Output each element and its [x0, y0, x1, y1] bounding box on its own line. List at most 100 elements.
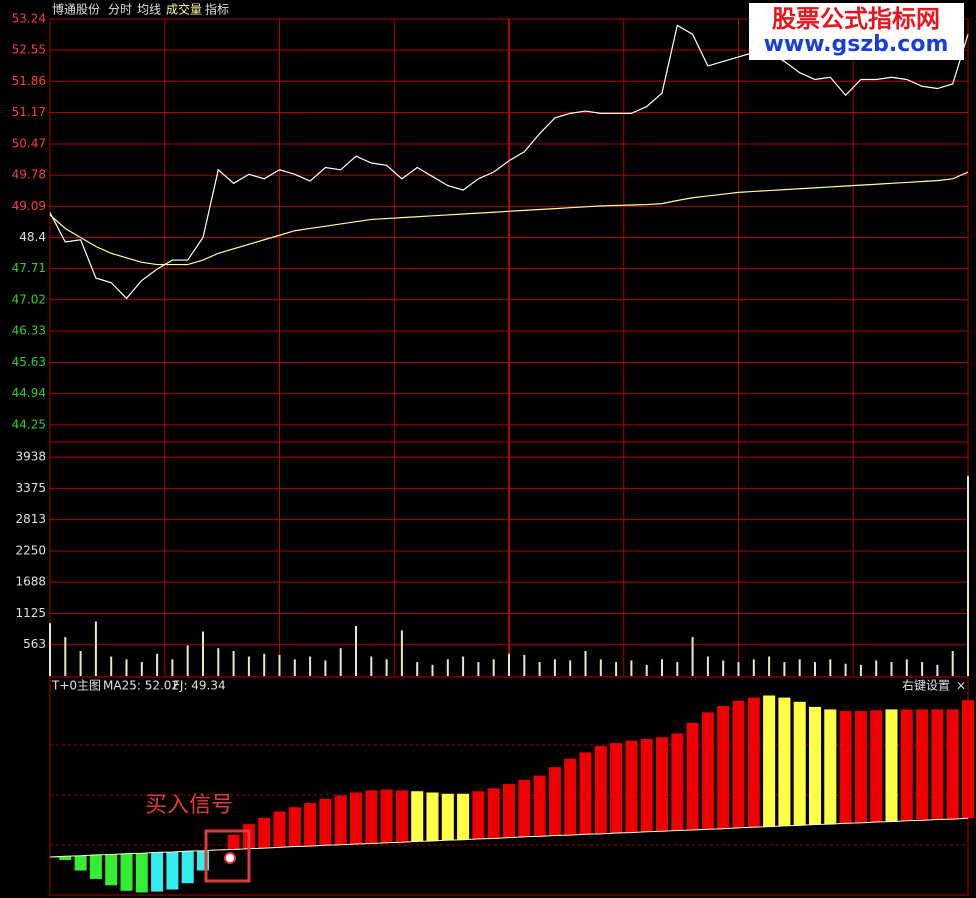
volume-bar — [79, 650, 82, 676]
indicator-bar — [304, 803, 317, 847]
volume-bar — [446, 659, 449, 676]
volume-bar — [569, 660, 572, 676]
volume-bar — [217, 648, 220, 676]
volume-bar — [737, 662, 740, 676]
indicator-bar — [426, 792, 439, 842]
indicator-bar — [808, 706, 822, 825]
volume-bar — [814, 662, 816, 676]
y-tick-label: 53.24 — [12, 12, 46, 26]
indicator-bar — [227, 834, 240, 850]
indicator-bar — [594, 746, 607, 834]
volume-bar — [293, 659, 296, 676]
volume-bar — [125, 659, 128, 676]
legend-item[interactable]: 成交量 — [166, 2, 202, 17]
y-tick-label: 52.55 — [12, 43, 46, 57]
volume-bar — [645, 664, 648, 676]
watermark-box — [749, 3, 964, 60]
y-tick-label: 1688 — [15, 575, 46, 589]
y-tick-label: 50.47 — [12, 137, 46, 151]
volume-bar — [94, 621, 97, 676]
volume-bar — [768, 656, 771, 676]
indicator-bar — [961, 700, 975, 819]
indicator-bar — [579, 752, 592, 835]
y-tick-label: 51.86 — [12, 74, 46, 88]
volume-bar — [416, 662, 419, 676]
indicator-bar — [349, 792, 363, 844]
indicator-bar — [288, 807, 301, 847]
legend-item[interactable]: 分时 — [108, 3, 132, 17]
settings-button[interactable]: 右键设置 — [902, 678, 950, 693]
indicator-bar — [319, 798, 332, 846]
volume-bar — [951, 650, 954, 676]
volume-bar — [171, 659, 174, 676]
watermark-name: 股票公式指标网 — [772, 5, 940, 33]
indicator-bar — [931, 709, 944, 820]
volume-bar — [355, 625, 357, 676]
volume-bar — [370, 656, 373, 676]
menu-item[interactable]: 指标 — [205, 2, 229, 17]
volume-bar — [186, 645, 189, 676]
volume-bar — [630, 660, 633, 676]
y-tick-label: 51.17 — [12, 105, 46, 119]
indicator-bar — [885, 709, 898, 822]
indicator-bar — [74, 855, 87, 871]
volume-bar — [936, 664, 939, 676]
indicator-bar — [946, 709, 959, 820]
indicator-bar — [870, 710, 883, 823]
signal-dot — [224, 852, 236, 864]
annotation-box — [204, 829, 251, 883]
indicator-bar — [533, 775, 546, 837]
volume-bar — [798, 659, 801, 676]
volume-bar — [232, 650, 235, 676]
indicator-bar — [135, 853, 148, 893]
volume-bar — [752, 659, 755, 676]
volume-bar — [706, 656, 709, 676]
indicator-bar — [59, 856, 72, 860]
y-tick-label: 48.4 — [19, 230, 46, 244]
indicator-bar — [487, 788, 500, 839]
fj-line — [49, 817, 969, 858]
indicator-title: T+0主图 — [51, 679, 101, 693]
volume-bar — [492, 659, 495, 676]
volume-bar — [110, 656, 113, 676]
volume-bar — [400, 630, 403, 676]
indicator-bar — [518, 779, 531, 837]
indicator-bar — [793, 701, 806, 826]
indicator-bar — [457, 793, 470, 840]
indicator-bar — [89, 854, 102, 879]
volume-bar — [477, 662, 480, 676]
volume-bar — [64, 637, 67, 676]
volume-bar — [324, 660, 327, 676]
indicator-bar — [686, 722, 699, 831]
volume-bar — [676, 662, 679, 676]
volume-bar — [309, 656, 312, 676]
annotation: 买入信号 — [145, 793, 233, 818]
indicator-bar — [655, 737, 669, 832]
y-tick-label: 46.33 — [12, 323, 46, 337]
indicator-bar — [854, 711, 867, 823]
volume-bar — [523, 654, 526, 676]
volume-bar — [278, 654, 281, 676]
close-button[interactable]: × — [956, 679, 966, 693]
volume-bar — [722, 660, 725, 676]
y-tick-label: 49.78 — [12, 168, 46, 182]
indicator-bar — [732, 700, 745, 828]
y-tick-label: 2813 — [15, 512, 46, 526]
y-tick-label: 2250 — [15, 543, 46, 557]
frame — [49, 18, 969, 896]
indicator-bar — [411, 791, 424, 842]
volume-bar — [247, 656, 250, 676]
volume-bar — [599, 659, 602, 676]
indicator-bar — [824, 709, 837, 825]
indicator-bar — [671, 733, 684, 831]
legend-item[interactable]: 均线 — [137, 3, 161, 17]
volume-bar — [844, 663, 847, 676]
indicator-bar — [441, 793, 454, 841]
indicator-bar — [502, 784, 516, 838]
y-tick-label: 3375 — [15, 481, 46, 495]
volume-bar — [859, 664, 862, 676]
indicator-bar — [640, 738, 653, 832]
indicator-bar — [610, 743, 623, 833]
volume-bar — [905, 659, 908, 676]
